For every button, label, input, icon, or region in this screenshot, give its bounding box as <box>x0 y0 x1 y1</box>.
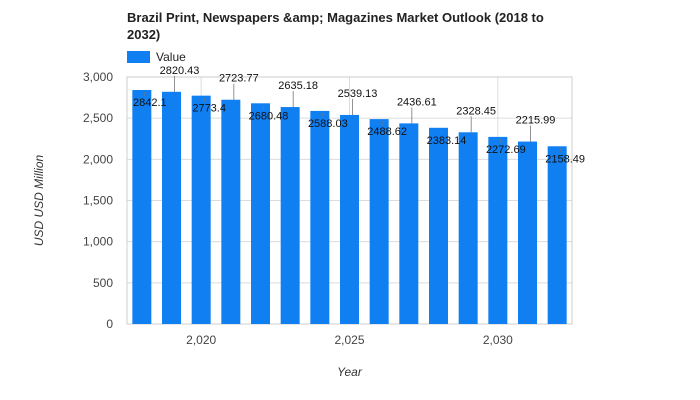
chart-title: Brazil Print, Newspapers &amp; Magazines… <box>127 10 544 42</box>
data-label: 2635.18 <box>278 80 318 92</box>
x-tick-label: 2,030 <box>483 333 513 347</box>
data-label: 2588.03 <box>308 118 348 130</box>
bar <box>518 141 537 324</box>
data-label: 2272.69 <box>486 144 526 156</box>
data-label: 2215.99 <box>516 115 556 127</box>
data-label: 2773.4 <box>192 103 226 115</box>
bar <box>547 146 567 324</box>
y-axis-title: USD USD Million <box>32 155 46 247</box>
legend[interactable]: Value <box>127 49 186 65</box>
x-tick-label: 2,020 <box>186 333 216 347</box>
data-label: 2842.1 <box>133 97 167 109</box>
bar <box>458 132 478 324</box>
legend-swatch <box>127 51 150 63</box>
bar <box>310 110 330 325</box>
bar <box>132 90 152 325</box>
bar <box>191 95 211 324</box>
bar <box>488 136 508 324</box>
data-label: 2383.14 <box>427 135 467 147</box>
bar <box>399 123 419 325</box>
bar <box>429 127 448 324</box>
bar <box>340 114 359 324</box>
y-tick-label: 2,500 <box>83 111 113 125</box>
bar <box>251 103 270 324</box>
y-tick-label: 2,000 <box>83 152 113 166</box>
x-axis-title: Year <box>337 365 363 379</box>
data-label: 2723.77 <box>219 73 259 85</box>
y-tick-label: 3,000 <box>83 70 113 84</box>
data-label: 2680.48 <box>249 110 289 122</box>
data-label: 2539.13 <box>338 88 378 100</box>
data-label: 2436.61 <box>397 96 437 108</box>
data-label: 2820.43 <box>160 65 200 77</box>
y-tick-label: 1,500 <box>83 194 113 208</box>
bar <box>369 119 389 324</box>
data-label: 2158.49 <box>545 153 585 165</box>
bar <box>162 91 181 324</box>
y-tick-label: 0 <box>106 317 113 331</box>
legend-label: Value <box>156 50 186 64</box>
data-label: 2488.62 <box>367 126 407 138</box>
data-label: 2328.45 <box>456 105 496 117</box>
y-tick-label: 500 <box>93 276 113 290</box>
bar <box>280 107 300 324</box>
y-tick-label: 1,000 <box>83 235 113 249</box>
bar <box>221 99 241 324</box>
x-tick-label: 2,025 <box>334 333 364 347</box>
